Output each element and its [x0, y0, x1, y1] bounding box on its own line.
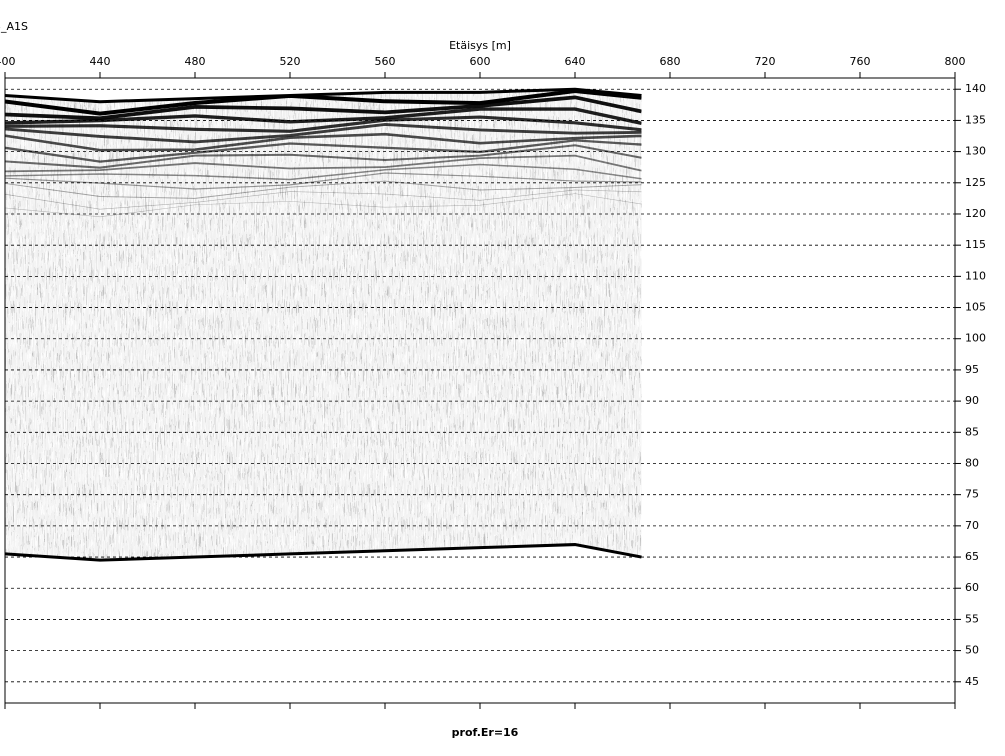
y-tick-label: 65 [965, 550, 979, 563]
x-axis-label: Etäisys [m] [449, 39, 511, 52]
y-tick-label: 50 [965, 644, 979, 657]
reflector-band [5, 144, 642, 169]
y-tick-label: 125 [965, 176, 986, 189]
reflector-band [5, 189, 642, 210]
x-tick-label: 480 [185, 55, 206, 68]
y-tick-label: 115 [965, 238, 986, 251]
x-tick-label: 400 [0, 55, 16, 68]
y-tick-label: 75 [965, 488, 979, 501]
y-tick-label: 45 [965, 675, 979, 688]
y-tick-label: 90 [965, 394, 979, 407]
y-tick-label: 80 [965, 456, 979, 469]
boundary-line [4, 87, 642, 104]
y-tick-label: 100 [965, 332, 986, 345]
y-tick-label: 130 [965, 145, 986, 158]
x-tick-label: 720 [755, 55, 776, 68]
reflector-band [5, 95, 642, 121]
x-tick-label: 640 [565, 55, 586, 68]
reflector-band [5, 180, 642, 199]
reflector-band [5, 107, 642, 125]
reflector-band [5, 89, 642, 116]
reflector-band [5, 172, 642, 190]
reflector-band [5, 115, 642, 133]
y-tick-label: 105 [965, 301, 986, 314]
reflector-band [5, 163, 642, 181]
footer: prof.Er=16 [452, 726, 519, 739]
y-tick-label: 120 [965, 207, 986, 220]
y-tick-label: 60 [965, 581, 979, 594]
y-tick-label: 55 [965, 612, 979, 625]
x-tick-label: 680 [660, 55, 681, 68]
x-tick-label: 520 [280, 55, 301, 68]
reflector-band [5, 132, 642, 152]
x-tick-label: 800 [945, 55, 966, 68]
x-tick-label: 440 [90, 55, 111, 68]
y-tick-label: 70 [965, 519, 979, 532]
reflector-band [5, 123, 642, 144]
boundary-line [4, 543, 642, 562]
x-tick-label: 560 [375, 55, 396, 68]
y-tick-label: 95 [965, 363, 979, 376]
reflector-band [5, 193, 642, 218]
y-tick-label: 140 [965, 82, 986, 95]
chart-title: 3_A1S [0, 20, 28, 33]
radargram-image [5, 89, 642, 561]
y-tick-label: 85 [965, 425, 979, 438]
y-tick-label: 110 [965, 269, 986, 282]
reflector-band [5, 154, 642, 173]
reflector-band [5, 139, 642, 163]
y-tick-label: 135 [965, 113, 986, 126]
x-tick-label: 600 [470, 55, 491, 68]
x-tick-label: 760 [850, 55, 871, 68]
